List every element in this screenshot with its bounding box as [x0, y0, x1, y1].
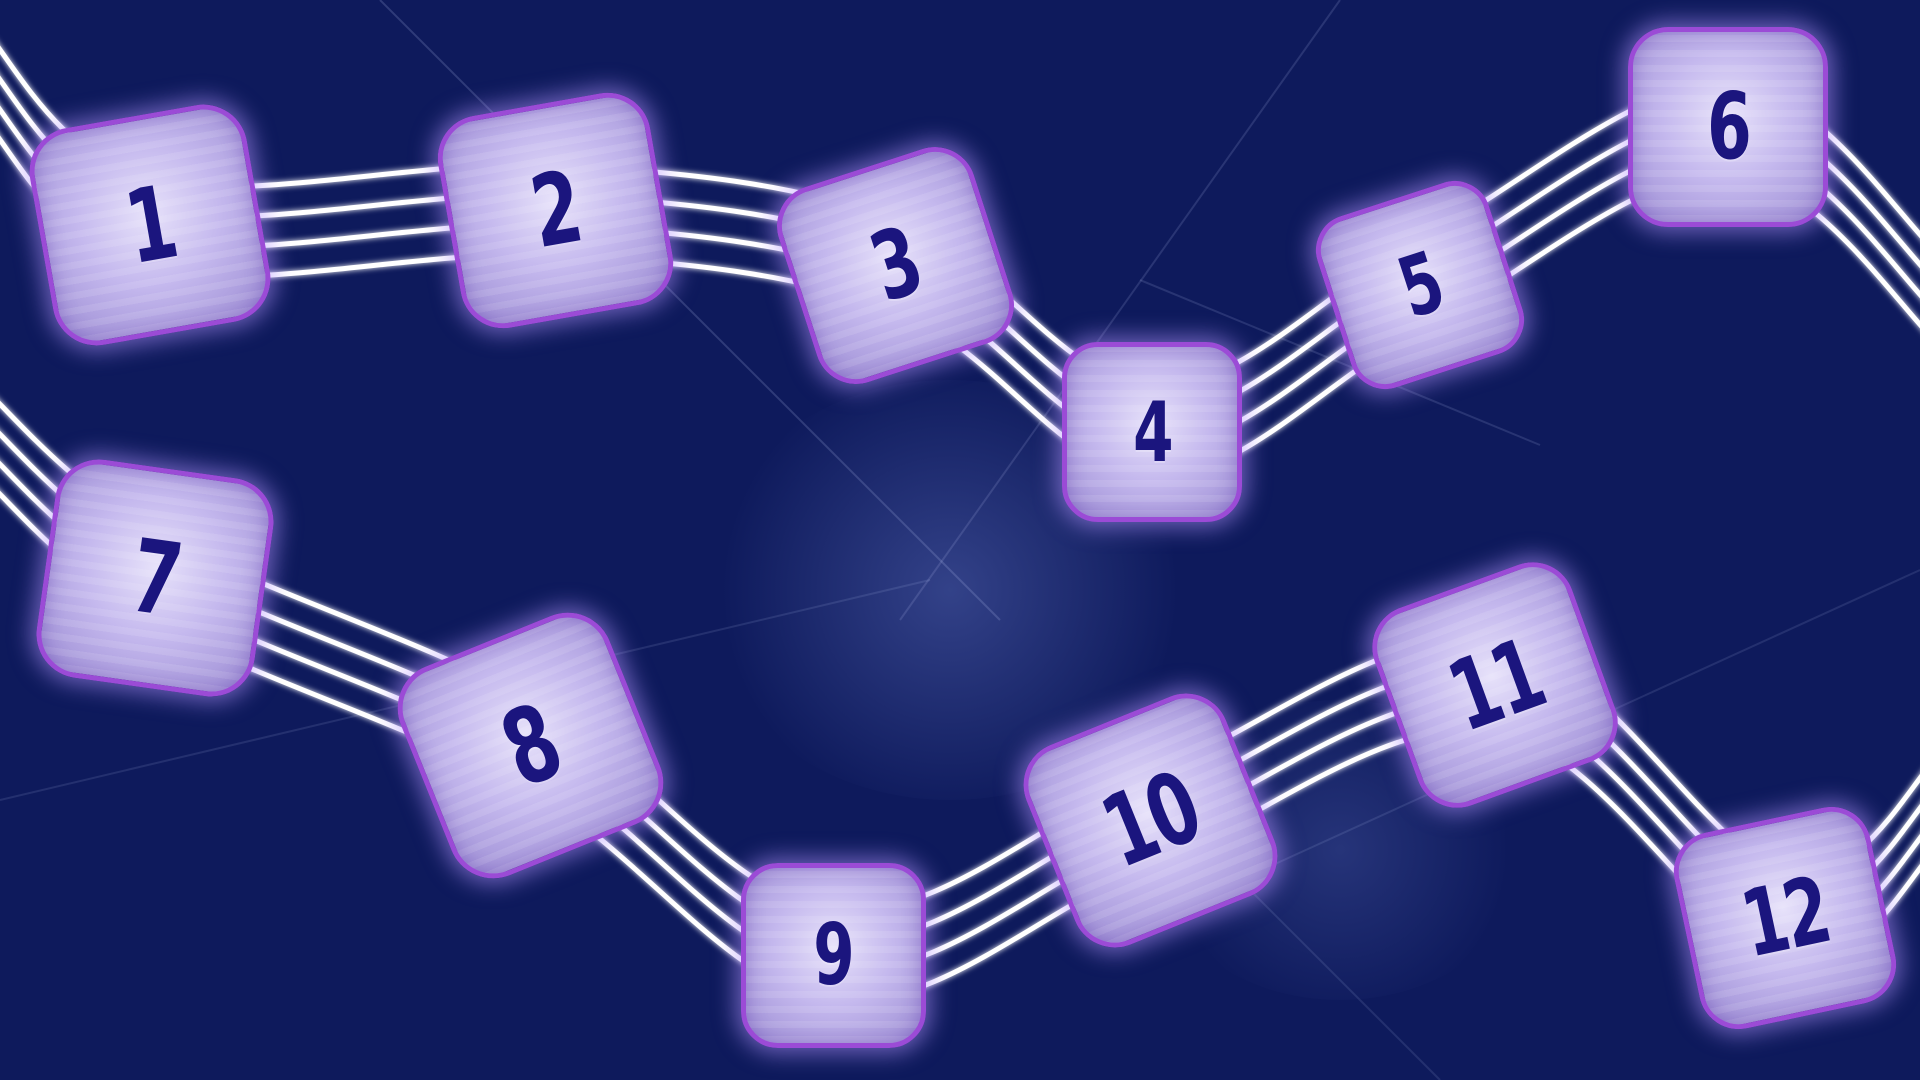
number-tile-2[interactable]: 2	[430, 85, 680, 335]
wire-strand	[0, 490, 1920, 1004]
tile-number-label: 2	[522, 149, 588, 271]
wire-strand	[0, 400, 1920, 914]
wire-strand	[0, 460, 1920, 974]
light-streak	[379, 0, 1001, 621]
tile-number-label: 12	[1732, 856, 1838, 979]
tile-number-label: 6	[1706, 73, 1752, 180]
number-tile-6[interactable]: 6	[1628, 27, 1828, 227]
tile-number-label: 7	[123, 515, 187, 640]
number-tile-4[interactable]: 4	[1062, 342, 1242, 522]
number-tile-12[interactable]: 12	[1666, 799, 1904, 1037]
wire-strand	[0, 430, 1920, 944]
number-tile-1[interactable]: 1	[22, 97, 278, 353]
tile-number-label: 1	[116, 162, 184, 287]
number-tile-9[interactable]: 9	[740, 862, 926, 1048]
tile-number-label: 11	[1433, 616, 1557, 754]
light-streak	[899, 0, 1341, 621]
number-tile-7[interactable]: 7	[30, 453, 280, 703]
tile-number-label: 5	[1387, 233, 1453, 337]
tile-number-label: 8	[484, 679, 576, 811]
tile-number-label: 10	[1086, 749, 1214, 891]
light-streak	[1139, 279, 1541, 446]
tile-number-label: 9	[813, 905, 855, 1005]
tile-number-label: 4	[1133, 383, 1173, 481]
tile-number-label: 3	[857, 206, 933, 323]
light-streak	[1239, 879, 1441, 1080]
